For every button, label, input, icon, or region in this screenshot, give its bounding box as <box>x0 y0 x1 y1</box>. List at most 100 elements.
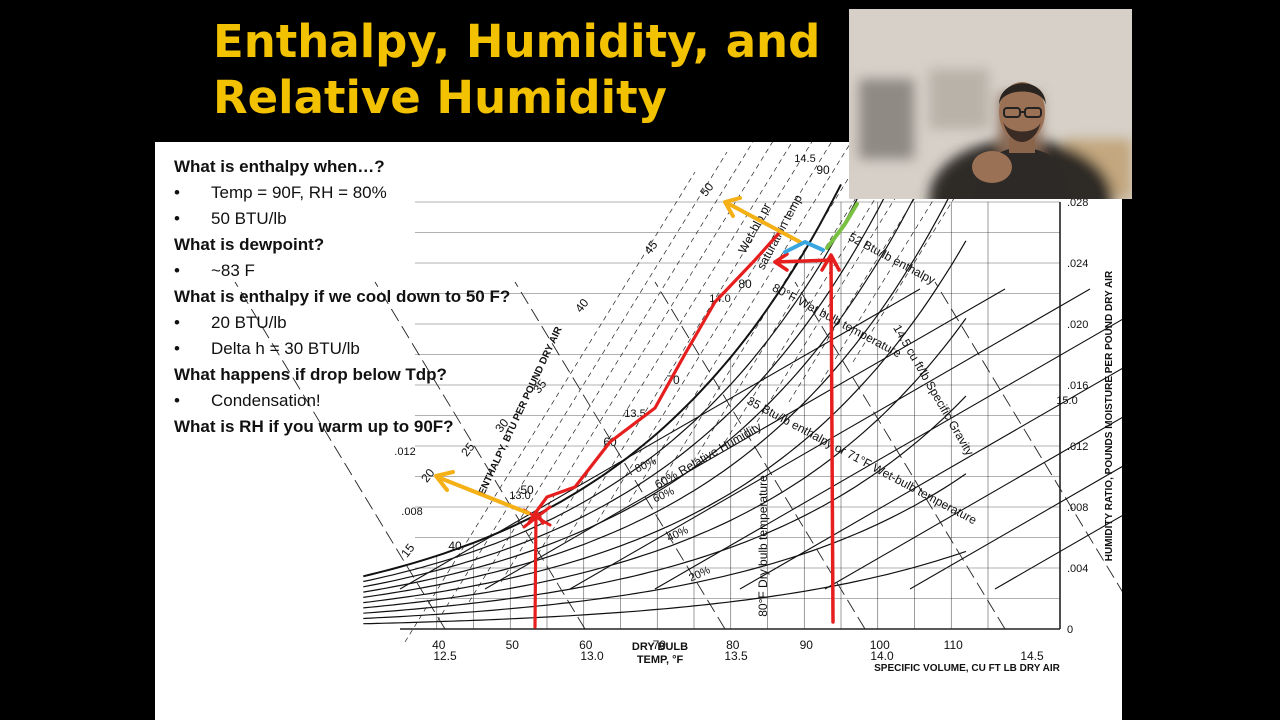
x-tick-label: 40 <box>432 638 446 652</box>
enthalpy-tick: 25 <box>458 440 477 459</box>
enthalpy-line <box>788 142 950 403</box>
specific-volume-line <box>374 281 586 630</box>
y-tick-label: .016 <box>1067 380 1088 392</box>
wetbulb-line <box>824 417 1122 590</box>
enthalpy-line <box>724 142 911 443</box>
rh-curve <box>363 318 967 609</box>
answer-bullet: • Condensation! <box>174 388 519 414</box>
blue-dewpoint-segment <box>783 240 825 254</box>
question: What happens if drop below Tdp? <box>174 365 447 384</box>
bullet-glyph: • <box>174 209 180 228</box>
rh-label: 80% <box>633 455 658 475</box>
orange-arrowhead-high <box>723 196 742 218</box>
orange-enthalpy-arrow-low <box>438 476 530 515</box>
green-enthalpy-segment <box>825 202 859 250</box>
answer-text: ~83 F <box>211 261 255 280</box>
x-tick-label: 110 <box>944 638 963 652</box>
question-list: What is enthalpy when…? • Temp = 90F, RH =… <box>155 142 519 440</box>
orange-enthalpy-arrow-high <box>727 202 802 244</box>
bullet-glyph: • <box>174 313 180 332</box>
answer-bullet: • 50 BTU/lb <box>174 206 519 232</box>
specific-volume-label: SPECIFIC VOLUME, CU FT LB DRY AIR <box>874 663 1061 674</box>
annotation-rh-60: 60% Relative Humidity <box>652 419 764 491</box>
bullet-glyph: • <box>174 391 180 410</box>
slide-content: 40 50 60 70 80 90 100 110 DRY BULB TEMP, °F 12.5 13… <box>155 142 1122 720</box>
specific-volume-tick: 13.0 <box>580 649 604 663</box>
rh-curve <box>363 550 967 625</box>
red-arrowhead-top <box>773 252 789 272</box>
red-arrowhead-up <box>820 253 841 272</box>
rh-curve <box>363 177 960 598</box>
saturation-temp-label: 80 <box>738 277 752 291</box>
y-tick-label: .008 <box>1067 502 1088 514</box>
rh-curve <box>363 181 894 588</box>
rh-curve <box>363 240 967 604</box>
wetbulb-line <box>994 515 1122 590</box>
x-axis-label-2: TEMP, °F <box>637 654 684 666</box>
left-scale-label: .008 <box>401 506 422 518</box>
enthalpy-tick: 50 <box>697 180 716 199</box>
webcam-overlay <box>849 9 1132 199</box>
x-tick-label: 80 <box>726 638 740 652</box>
answer-text: 50 BTU/lb <box>211 209 287 228</box>
enthalpy-line <box>436 151 728 623</box>
specific-volume-line <box>514 281 726 630</box>
enthalpy-line <box>692 142 891 463</box>
wetbulb-line <box>569 288 1091 590</box>
answer-text: Delta h = 30 BTU/lb <box>211 339 360 358</box>
saturation-temp-label: 90 <box>816 163 830 177</box>
rh-curve <box>363 395 967 614</box>
vol-line-label: 13.5 <box>624 408 645 420</box>
specific-volume-tick: 13.5 <box>724 649 748 663</box>
enthalpy-line <box>660 142 872 483</box>
wetbulb-line <box>739 367 1122 590</box>
left-scale-label: .012 <box>394 446 415 458</box>
hand-drawn-overlay <box>434 196 859 629</box>
wetbulb-line <box>654 318 1122 590</box>
bullet-glyph: • <box>174 183 180 202</box>
specific-volume-line <box>234 281 446 630</box>
red-cooling-path <box>533 230 782 629</box>
rh-curve <box>363 183 842 578</box>
y-tick-label: .004 <box>1067 563 1088 575</box>
answer-bullet: • Temp = 90F, RH = 80% <box>174 180 519 206</box>
answer-text: 20 BTU/lb <box>211 313 287 332</box>
answer-text: Condensation! <box>211 391 321 410</box>
annotation-wet-bulb-80: 80°F Wet bulb temperature <box>770 280 904 360</box>
specific-volume-tick: 14.0 <box>870 649 894 663</box>
x-tick-label: 70 <box>653 638 667 652</box>
enthalpy-line <box>852 142 990 363</box>
wetbulb-line <box>484 288 1006 590</box>
specific-volume-tick: 12.5 <box>433 649 457 663</box>
rh-curve <box>363 473 967 620</box>
y-tick-label: 0 <box>1067 624 1073 636</box>
specific-volume-tick: 14.5 <box>1020 649 1044 663</box>
presenter-avatar <box>972 82 1071 199</box>
rh-label: 40% <box>665 524 690 544</box>
x-axis-label-1: DRY BULB <box>632 641 688 653</box>
red-horizontal-arrow <box>773 258 835 264</box>
specific-volume-line <box>654 281 866 630</box>
vol-line-label: 14.5 <box>794 153 815 165</box>
wetbulb-line <box>909 466 1122 590</box>
annotation-dry-bulb: 80°F Dry bulb temperature <box>756 475 770 617</box>
orange-arrowhead-low <box>434 470 455 492</box>
answer-bullet: • Delta h = 30 BTU/lb <box>174 336 519 362</box>
slide-title: Enthalpy, Humidity, and Relative Humidit… <box>213 15 821 124</box>
x-tick-label: 60 <box>579 638 593 652</box>
answer-text: Temp = 90F, RH = 80% <box>211 183 387 202</box>
x-tick-label: 90 <box>800 638 814 652</box>
enthalpy-line <box>564 142 813 543</box>
rh-curve <box>363 182 923 593</box>
y-tick-label: .012 <box>1067 441 1088 453</box>
enthalpy-tick: 45 <box>641 238 660 257</box>
answer-bullet: • ~83 F <box>174 258 519 284</box>
question: What is enthalpy if we cool down to 50 F… <box>174 287 511 306</box>
annotation-specific-volume: 14.5 cu ft/lb Specific Gravity <box>890 322 976 458</box>
y-tick-label: .028 <box>1067 197 1088 209</box>
bullet-glyph: • <box>174 261 180 280</box>
saturation-temp-label: 40 <box>448 539 462 553</box>
rh-curve <box>363 187 864 583</box>
y-tick-label: .024 <box>1067 258 1088 270</box>
